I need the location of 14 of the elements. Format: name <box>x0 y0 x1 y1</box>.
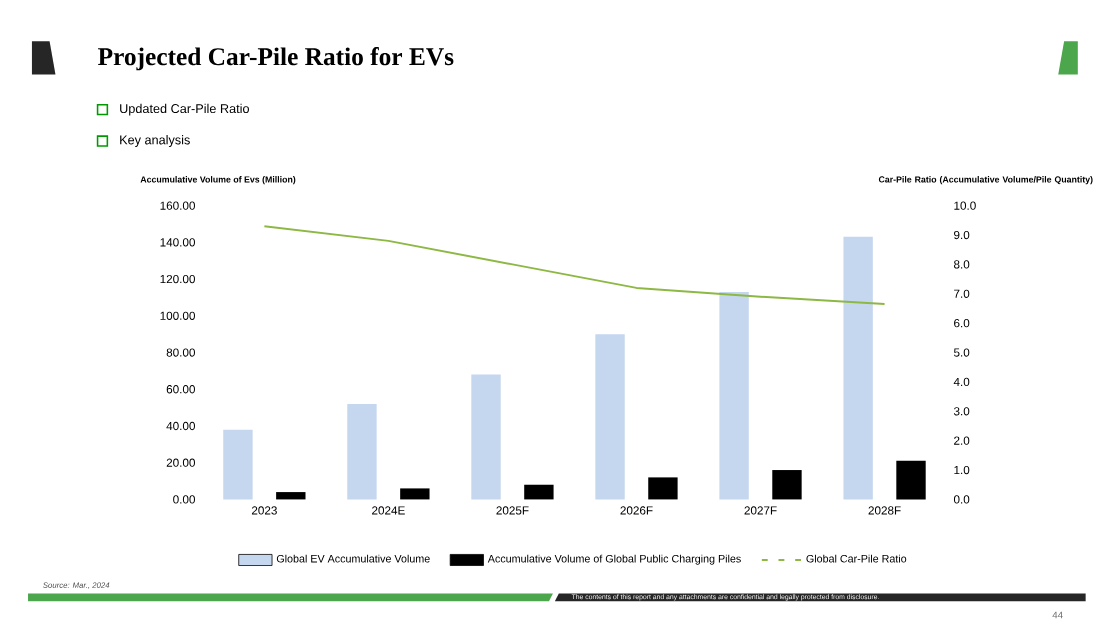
bar <box>400 488 430 500</box>
bar <box>276 491 306 500</box>
line-series <box>263 224 886 305</box>
bar <box>595 333 625 500</box>
bar <box>772 469 802 500</box>
bar <box>471 374 501 500</box>
bar <box>223 429 253 500</box>
bar <box>896 460 926 500</box>
bar <box>843 236 873 500</box>
bar <box>524 484 554 500</box>
chart-title: Projected Car-Pile Ratio for EVs <box>98 46 454 71</box>
bar <box>648 477 678 500</box>
bar <box>719 291 749 500</box>
bar <box>347 403 377 500</box>
